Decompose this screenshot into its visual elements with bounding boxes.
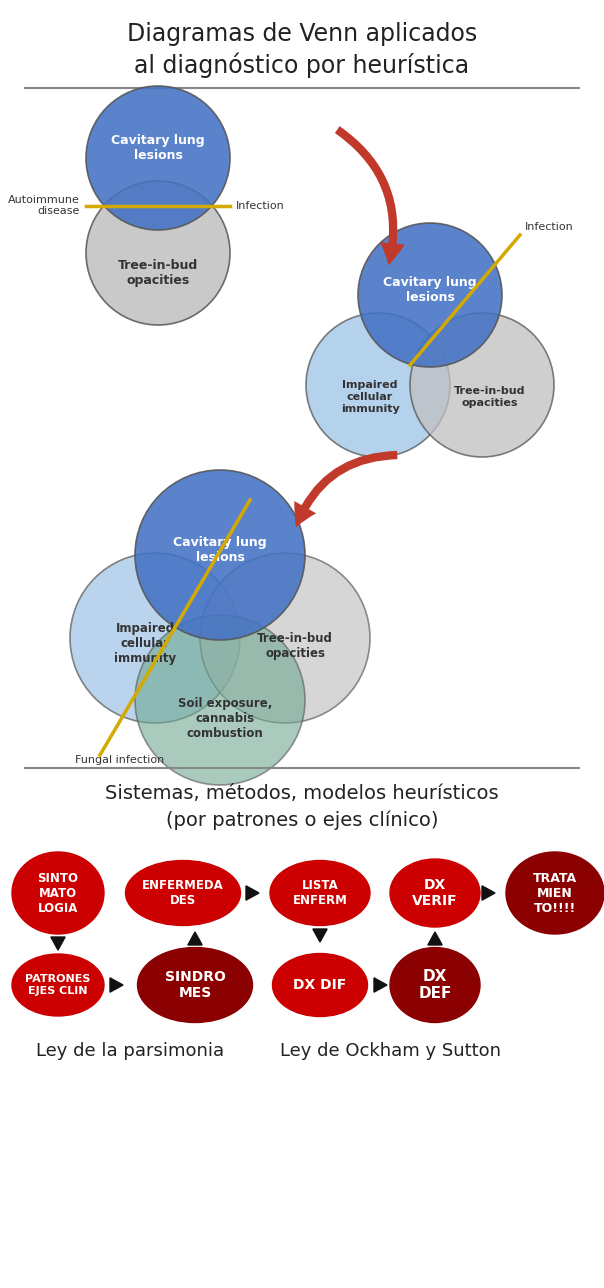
Ellipse shape xyxy=(12,954,104,1016)
Text: DX DIF: DX DIF xyxy=(294,978,347,992)
Text: Cavitary lung
lesions: Cavitary lung lesions xyxy=(173,536,267,564)
Ellipse shape xyxy=(306,313,450,457)
Text: Impaired
cellular
immunity: Impaired cellular immunity xyxy=(341,380,399,413)
Text: SINTO
MATO
LOGIA: SINTO MATO LOGIA xyxy=(37,872,79,914)
Ellipse shape xyxy=(86,86,230,231)
Ellipse shape xyxy=(12,851,104,934)
Text: LISTA
ENFERM: LISTA ENFERM xyxy=(292,878,347,907)
Text: al diagnóstico por heurística: al diagnóstico por heurística xyxy=(135,52,469,77)
Text: SINDRO
MES: SINDRO MES xyxy=(164,970,225,999)
Ellipse shape xyxy=(270,860,370,926)
Ellipse shape xyxy=(390,859,480,927)
Polygon shape xyxy=(482,886,495,900)
Ellipse shape xyxy=(200,553,370,723)
Polygon shape xyxy=(188,933,202,945)
Ellipse shape xyxy=(410,313,554,457)
Ellipse shape xyxy=(506,851,604,934)
Polygon shape xyxy=(110,978,123,992)
Text: Infection: Infection xyxy=(236,201,284,210)
Polygon shape xyxy=(246,886,259,900)
Text: Diagramas de Venn aplicados: Diagramas de Venn aplicados xyxy=(127,22,477,46)
Text: Impaired
cellular
immunity: Impaired cellular immunity xyxy=(114,622,176,665)
Text: Soil exposure,
cannabis
combustion: Soil exposure, cannabis combustion xyxy=(178,697,272,739)
Text: DX
VERIF: DX VERIF xyxy=(412,878,458,908)
Text: Fungal infection: Fungal infection xyxy=(75,755,164,765)
Polygon shape xyxy=(428,933,442,945)
Ellipse shape xyxy=(138,948,252,1023)
Ellipse shape xyxy=(86,182,230,325)
Text: (por patrones o ejes clínico): (por patrones o ejes clínico) xyxy=(165,810,439,829)
Text: Ley de la parsimonia: Ley de la parsimonia xyxy=(36,1042,224,1060)
Text: PATRONES
EJES CLIN: PATRONES EJES CLIN xyxy=(25,974,91,996)
Text: Tree-in-bud
opacities: Tree-in-bud opacities xyxy=(118,259,198,287)
Text: Autoimmune
disease: Autoimmune disease xyxy=(8,194,80,216)
Text: TRATA
MIEN
TO!!!!: TRATA MIEN TO!!!! xyxy=(533,872,577,914)
Ellipse shape xyxy=(358,223,502,367)
Polygon shape xyxy=(51,936,65,951)
Ellipse shape xyxy=(126,860,240,926)
Ellipse shape xyxy=(272,953,367,1016)
Text: Ley de Ockham y Sutton: Ley de Ockham y Sutton xyxy=(280,1042,501,1060)
Text: DX
DEF: DX DEF xyxy=(419,969,452,1001)
Text: ENFERMEDA
DES: ENFERMEDA DES xyxy=(142,878,224,907)
Text: Sistemas, métodos, modelos heurísticos: Sistemas, métodos, modelos heurísticos xyxy=(105,784,499,802)
Ellipse shape xyxy=(135,470,305,640)
Text: Cavitary lung
lesions: Cavitary lung lesions xyxy=(111,134,205,162)
Polygon shape xyxy=(374,978,387,992)
Text: Tree-in-bud
opacities: Tree-in-bud opacities xyxy=(454,386,525,408)
Ellipse shape xyxy=(135,614,305,784)
FancyArrowPatch shape xyxy=(294,451,397,527)
Text: Tree-in-bud
opacities: Tree-in-bud opacities xyxy=(257,632,333,659)
Ellipse shape xyxy=(70,553,240,723)
Polygon shape xyxy=(313,929,327,942)
FancyArrowPatch shape xyxy=(335,126,405,265)
Ellipse shape xyxy=(390,948,480,1023)
Text: Cavitary lung
lesions: Cavitary lung lesions xyxy=(383,276,477,304)
Text: Infection: Infection xyxy=(525,222,574,232)
